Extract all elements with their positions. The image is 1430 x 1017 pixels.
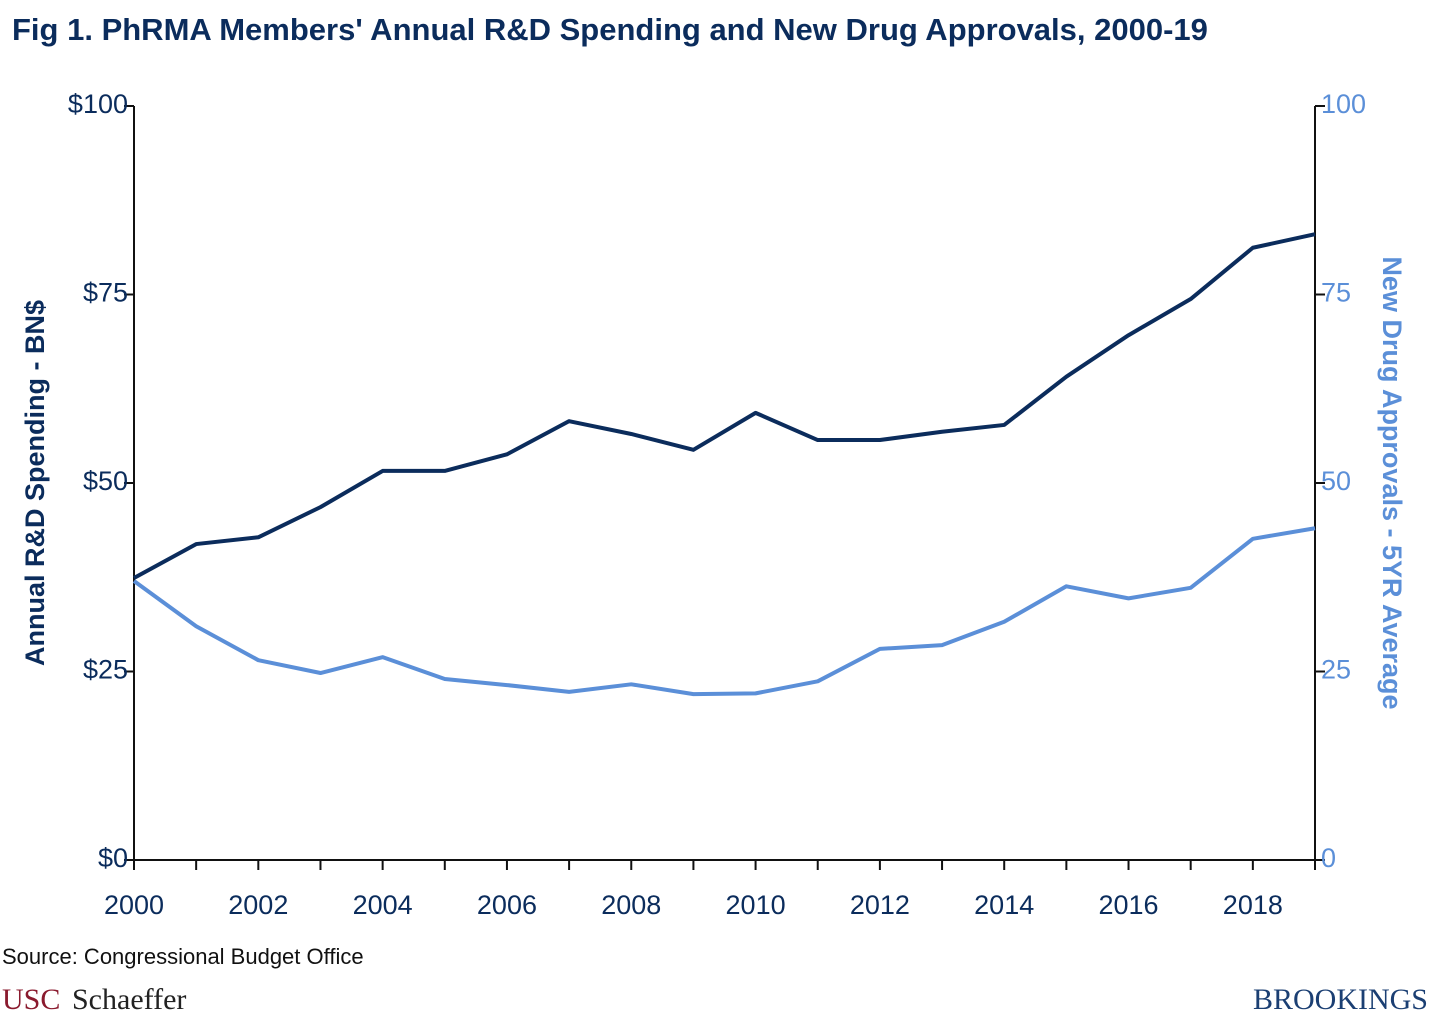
y2-tick-label: 100: [1321, 89, 1366, 119]
series-line: [132, 526, 1316, 697]
y2-tick-label: 75: [1321, 278, 1351, 308]
logo-brookings: BROOKINGS: [1253, 983, 1428, 1016]
logo-usc: USC: [2, 983, 60, 1016]
y2-tick-label: 25: [1321, 655, 1351, 685]
y-axis-label: Annual R&D Spending - BN$: [20, 300, 50, 666]
y-tick-label: $100: [68, 89, 128, 119]
x-tick-label: 2014: [974, 890, 1034, 920]
chart-title: Fig 1. PhRMA Members' Annual R&D Spendin…: [12, 12, 1208, 47]
x-tick-label: 2002: [228, 890, 288, 920]
source: Source: Congressional Budget Office: [2, 944, 364, 969]
y2-tick-label: 0: [1321, 843, 1336, 873]
x-tick-label: 2012: [850, 890, 910, 920]
x-tick-label: 2018: [1223, 890, 1283, 920]
logo-schaeffer: Schaeffer: [72, 983, 186, 1016]
x-tick-label: 2016: [1098, 890, 1158, 920]
x-tick-label: 2000: [104, 890, 164, 920]
y-tick-label: $25: [83, 655, 128, 685]
y2-axis-label: New Drug Approvals - 5YR Average: [1377, 256, 1407, 709]
x-tick-label: 2010: [726, 890, 786, 920]
y2-tick-label: 50: [1321, 466, 1351, 496]
x-tick-label: 2004: [353, 890, 413, 920]
y-tick-label: $50: [83, 466, 128, 496]
x-tick-label: 2006: [477, 890, 537, 920]
y-tick-label: $75: [83, 278, 128, 308]
x-tick-label: 2008: [601, 890, 661, 920]
series-line: [133, 232, 1316, 580]
y-tick-label: $0: [98, 843, 128, 873]
